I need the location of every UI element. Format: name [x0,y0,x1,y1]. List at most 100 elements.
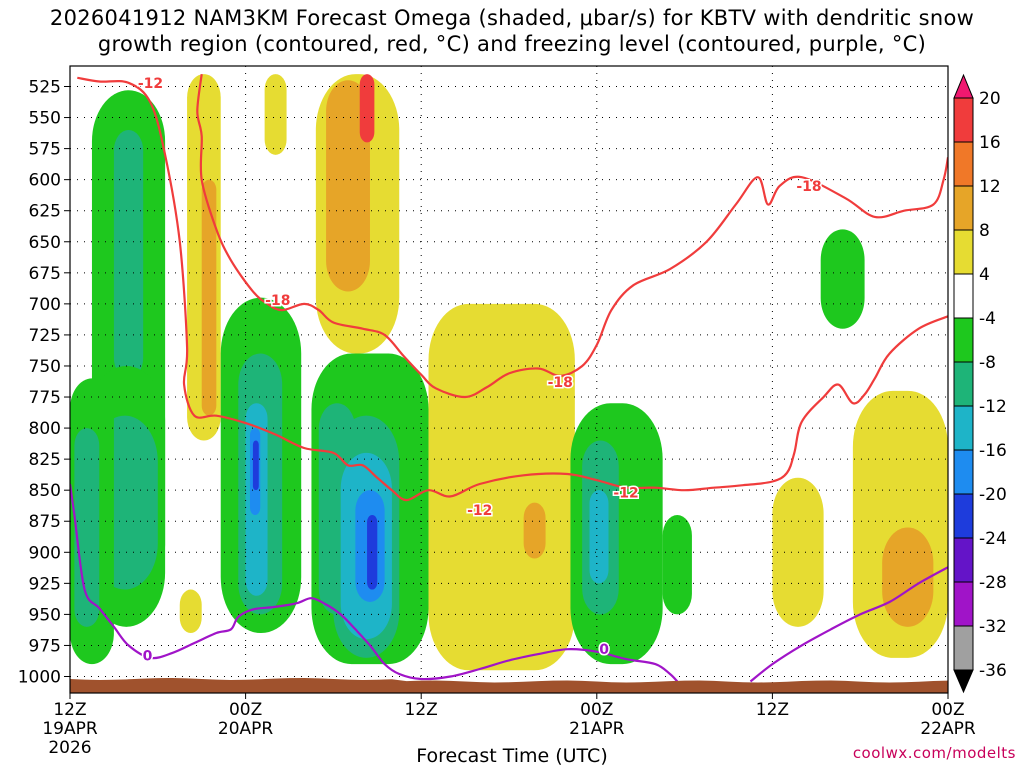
omega-region-28 [589,490,609,584]
colorbar-box-3 [953,185,974,231]
omega-region-33 [882,527,934,627]
colorbar-box-12 [953,581,974,627]
omega-region-5 [74,428,100,627]
contour-line-0 [77,76,948,502]
terrain [70,678,948,693]
contour-label-extra-2: -18 [548,375,573,391]
omega-region-14 [252,440,259,491]
y-tick-label-850: 850 [29,481,61,501]
x-tick-label-0-2: 19APR [42,719,98,739]
colorbar-label-9: -20 [979,485,1007,505]
y-tick-label-875: 875 [29,512,61,532]
contour-line-3 [749,566,948,683]
colorbar-label-6: -8 [979,353,996,373]
contour-label-extra-3: -12 [613,486,638,502]
contour-line-1 [196,73,948,399]
y-tick-label-650: 650 [29,233,61,253]
colorbar-box-7 [953,361,974,407]
colorbar-box-2 [953,141,974,187]
y-tick-label-700: 700 [29,295,61,315]
omega-region-29 [662,515,692,615]
x-tick-label-0-3: 2026 [48,738,91,758]
colorbar-box-4 [953,229,974,275]
y-tick-label-900: 900 [29,543,61,563]
y-tick-label-800: 800 [29,419,61,439]
x-tick-label-36-1: 00Z [580,700,613,720]
y-tick-label-1000: 1000 [18,668,61,688]
x-axis-title: Forecast Time (UTC) [416,745,608,767]
contour-label-extra-1: -12 [467,503,492,519]
y-tick-label-575: 575 [29,140,61,160]
colorbar-box-9 [953,449,974,495]
colorbar-label-11: -28 [979,573,1007,593]
x-tick-label-0-1: 12Z [53,700,86,720]
chart-title-line1: 2026041912 NAM3KM Forecast Omega (shaded… [49,6,975,30]
colorbar-label-10: -24 [979,529,1007,549]
plot-frame [69,65,949,694]
omega-region-1 [113,129,144,379]
colorbar-label-0: 20 [979,89,1001,109]
y-tick-label-825: 825 [29,450,61,470]
x-tick-label-12-2: 20APR [218,719,274,739]
y-tick-label-600: 600 [29,171,61,191]
colorbar-label-4: 4 [979,265,990,285]
y-tick-label-775: 775 [29,388,61,408]
colorbar-label-2: 12 [979,177,1001,197]
omega-region-24 [428,303,575,671]
colorbar-box-6 [953,317,974,363]
omega-region-25 [523,502,546,559]
omega-region-23 [367,515,378,590]
contour-label-2: 0 [143,648,153,664]
colorbar-bottom-triangle [953,669,974,694]
colorbar-box-13 [953,625,974,671]
contour-line-2 [70,483,679,683]
contour-label-extra-4: 0 [599,642,609,658]
omega-region-8 [179,589,202,634]
x-tick-label-48-1: 12Z [756,700,789,720]
colorbar-top-triangle [953,73,974,99]
colorbar-box-8 [953,405,974,451]
credit-text: coolwx.com/modelts [852,744,1016,762]
colorbar-label-1: 16 [979,133,1001,153]
contour-lines: -12 -18 0 -18 -12 -18 -12 0 [70,73,948,683]
colorbar: 20 16 12 8 4 -4 -8 -12 -16 -20 -24 -28 -32 -36 [953,73,1007,694]
omega-region-30 [820,229,865,329]
colorbar-label-3: 8 [979,221,990,241]
omega-region-17 [359,74,375,143]
y-tick-label-750: 750 [29,357,61,377]
colorbar-label-5: -4 [979,309,996,329]
x-tick-label-36-2: 21APR [569,719,625,739]
x-tick-label-60-1: 00Z [931,700,964,720]
colorbar-box-5 [953,273,974,319]
omega-region-7 [201,179,217,416]
colorbar-box-11 [953,537,974,583]
y-tick-label-975: 975 [29,636,61,656]
colorbar-box-1 [953,97,974,143]
y-tick-label-675: 675 [29,264,61,284]
colorbar-label-8: -16 [979,441,1007,461]
x-tick-label-60-2: 22APR [920,719,976,739]
y-axis-ticks: 525 550 575 600 625 650 675 700 725 750 775 800 825 8… [18,78,70,688]
x-tick-label-12-1: 00Z [229,700,262,720]
y-tick-label-925: 925 [29,574,61,594]
contour-label-1: -18 [796,179,821,195]
y-tick-label-725: 725 [29,326,61,346]
omega-region-16 [326,80,370,292]
chart-title-line2: growth region (contoured, red, °C) and f… [97,32,927,56]
x-tick-label-24-1: 12Z [405,700,438,720]
y-tick-label-950: 950 [29,605,61,625]
y-tick-label-625: 625 [29,202,61,222]
omega-shading [70,74,948,671]
colorbar-label-13: -36 [979,661,1007,681]
colorbar-label-7: -12 [979,397,1007,417]
y-tick-label-550: 550 [29,109,61,129]
contour-label-0: -12 [138,76,163,92]
colorbar-label-12: -32 [979,617,1007,637]
terrain-surface [70,678,948,693]
y-tick-label-525: 525 [29,78,61,98]
colorbar-box-10 [953,493,974,539]
omega-region-9 [264,74,287,155]
contour-label-extra-0: -18 [265,293,290,309]
